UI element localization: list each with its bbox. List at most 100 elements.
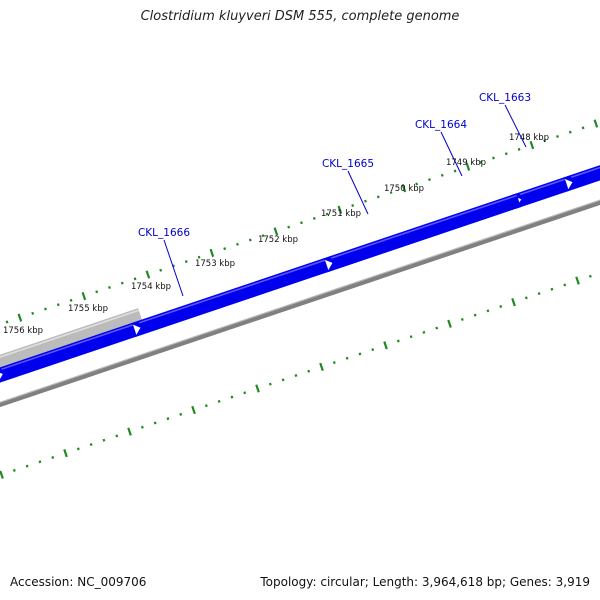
gene-label-leader [347, 170, 369, 215]
gene-label-leader [504, 104, 527, 148]
map-title: Clostridium kluyveri DSM 555, complete g… [140, 9, 460, 24]
inner-minor-tick [153, 421, 157, 425]
inner-major-tick [63, 449, 68, 458]
inner-tick-ring [0, 274, 592, 479]
gene-arrow [322, 193, 521, 273]
inner-minor-tick [102, 438, 106, 442]
inner-minor-tick [422, 330, 426, 334]
tick-label: 1755 kbp [68, 304, 108, 314]
inner-major-tick [383, 341, 388, 350]
inner-major-tick [191, 405, 196, 415]
inner-minor-tick [396, 339, 400, 343]
outer-tick-ring [5, 119, 599, 324]
outer-minor-tick [325, 212, 329, 216]
outer-minor-tick [492, 156, 495, 160]
outer-minor-tick [95, 290, 99, 294]
outer-minor-tick [453, 169, 457, 173]
inner-minor-tick [460, 317, 464, 321]
gene-highlight [570, 166, 600, 178]
inner-minor-tick [307, 369, 311, 373]
outer-minor-tick [197, 255, 201, 259]
inner-minor-tick [294, 374, 298, 378]
accession-text: Accession: NC_009706 [10, 575, 147, 589]
gene-highlight [519, 178, 566, 196]
tick-label: 1754 kbp [131, 282, 171, 292]
tick-label: 1752 kbp [258, 235, 298, 245]
outer-minor-tick [581, 126, 585, 130]
inner-minor-tick [51, 455, 55, 459]
outer-minor-tick [415, 182, 419, 186]
tick-label: 1753 kbp [195, 259, 235, 269]
gene-highlight [0, 309, 139, 358]
label-layer: CKL_1663 CKL_1664 CKL_1665 CKL_1666 1748 kbp… [3, 92, 549, 336]
inner-minor-tick [486, 309, 490, 313]
outer-minor-tick [556, 134, 559, 138]
outer-minor-tick [428, 178, 431, 182]
gene-arrow [510, 177, 569, 209]
outer-major-tick [337, 205, 343, 214]
outer-minor-tick [376, 195, 380, 199]
inner-major-tick [575, 276, 580, 285]
outer-minor-tick [261, 234, 265, 238]
tick-label: 1751 kbp [321, 209, 361, 219]
outer-minor-tick [312, 216, 316, 220]
inner-minor-tick [38, 460, 42, 464]
inner-minor-tick [230, 395, 234, 399]
tick-label: 1756 kbp [3, 326, 43, 336]
inner-minor-tick [524, 296, 528, 300]
outer-major-tick [17, 313, 23, 322]
outer-minor-tick [389, 191, 393, 195]
inner-minor-tick [179, 412, 183, 416]
gene-highlight [138, 259, 326, 324]
outer-minor-tick [159, 268, 163, 272]
outer-minor-tick [440, 173, 444, 177]
gene-arrow [562, 165, 600, 192]
tick-label: 1749 kbp [446, 158, 486, 168]
inner-minor-tick [563, 283, 567, 287]
outer-major-tick [529, 140, 535, 150]
outer-minor-tick [287, 225, 291, 229]
inner-minor-tick [243, 391, 247, 395]
outer-minor-tick [236, 242, 239, 246]
outer-minor-tick [172, 264, 175, 268]
gene-track [0, 165, 600, 383]
outer-minor-tick [133, 277, 137, 281]
inner-minor-tick [371, 348, 375, 352]
outer-major-tick [465, 162, 471, 171]
backbone-highlight [0, 199, 600, 403]
outer-minor-tick [543, 139, 547, 143]
outer-major-tick [81, 291, 87, 301]
inner-minor-tick [140, 425, 144, 429]
inner-minor-tick [332, 361, 336, 365]
inner-major-tick [447, 319, 452, 328]
inner-minor-tick [435, 326, 439, 330]
gene-label: CKL_1663 [479, 92, 531, 104]
gene-label: CKL_1664 [415, 119, 467, 131]
inner-minor-tick [345, 356, 349, 360]
inner-minor-tick [76, 447, 80, 451]
gene-arrow [130, 258, 329, 338]
outer-minor-tick [248, 238, 252, 242]
outer-minor-tick [351, 204, 355, 207]
outer-minor-tick [120, 281, 124, 285]
outer-minor-tick [108, 285, 111, 289]
outer-minor-tick [223, 247, 227, 251]
inner-minor-tick [268, 382, 272, 386]
outer-minor-tick [69, 298, 73, 302]
inner-minor-tick [12, 468, 16, 472]
inner-minor-tick [115, 434, 119, 438]
outer-minor-tick [300, 221, 303, 225]
inner-minor-tick [358, 352, 362, 356]
backbone-track [0, 199, 600, 408]
gene-highlight [1, 324, 134, 370]
inner-minor-tick [25, 464, 29, 468]
gene-highlight [330, 194, 518, 259]
inner-major-tick [255, 384, 260, 393]
inner-minor-tick [217, 399, 221, 403]
inner-minor-tick [550, 287, 554, 291]
inner-major-tick [319, 362, 324, 372]
gene-label-leader [440, 131, 463, 177]
outer-minor-tick [568, 130, 572, 134]
tick-label: 1748 kbp [509, 133, 549, 143]
